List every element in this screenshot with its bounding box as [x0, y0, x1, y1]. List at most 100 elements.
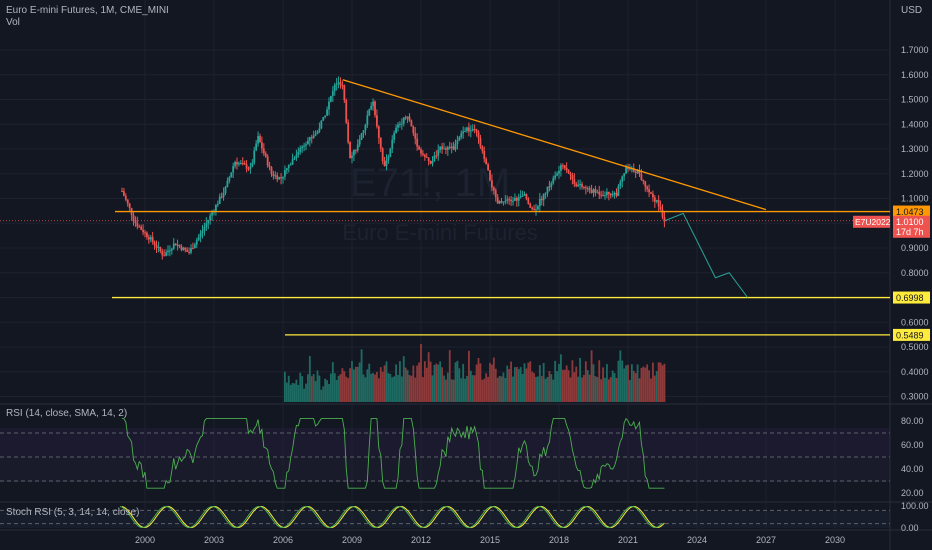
candle-body: [186, 249, 189, 252]
volume-bar: [353, 369, 355, 402]
candle-body: [293, 158, 296, 160]
candle-body: [159, 246, 162, 252]
candle-body: [600, 194, 603, 196]
candle-body: [650, 192, 652, 194]
candle-body: [542, 193, 545, 201]
candle-body: [241, 163, 244, 165]
candle-body: [659, 206, 662, 210]
volume-bar: [661, 365, 664, 402]
target1-price-label: 0.6998: [896, 293, 924, 303]
candle-body: [602, 194, 604, 196]
candle-body: [429, 160, 432, 164]
candle-body: [176, 244, 179, 246]
candle-body: [663, 216, 666, 222]
candle-body: [400, 123, 403, 125]
candle-body: [266, 156, 269, 166]
candle-body: [496, 197, 499, 204]
candle-body: [408, 116, 411, 121]
candle-body: [515, 197, 518, 201]
candle-body: [445, 148, 447, 150]
volume-bar: [466, 375, 468, 402]
volume-bar: [481, 379, 484, 402]
volume-bar: [366, 369, 369, 402]
volume-bar: [596, 377, 599, 402]
candle-body: [220, 196, 223, 198]
trendline[interactable]: [342, 79, 767, 211]
candle-body: [575, 184, 578, 187]
support-price-label: 1.0473: [896, 207, 924, 217]
candle-body: [247, 168, 250, 170]
candle-body: [573, 179, 576, 185]
volume-bar: [627, 364, 629, 402]
volume-bar: [303, 388, 305, 402]
candle-body: [278, 177, 281, 180]
volume-bar: [425, 367, 428, 402]
volume-bar: [567, 370, 570, 402]
volume-bar: [475, 364, 478, 402]
rsi-tick-label: 80.00: [901, 416, 924, 426]
volume-bar: [554, 360, 557, 402]
volume-bar: [383, 365, 386, 402]
candle-body: [353, 150, 355, 156]
candle-body: [477, 131, 480, 139]
volume-bar: [644, 367, 647, 402]
candle-body: [245, 164, 248, 169]
volume-bar: [337, 375, 340, 402]
candle-body: [322, 116, 325, 121]
candle-body: [370, 105, 373, 110]
candle-body: [272, 173, 275, 177]
volume-bar: [531, 371, 534, 402]
candle-body: [193, 244, 196, 249]
candle-body: [134, 219, 137, 223]
candle-body: [299, 148, 302, 152]
candle-body: [121, 191, 123, 193]
candle-body: [638, 170, 641, 175]
volume-bar: [448, 350, 451, 402]
volume-bar: [456, 360, 459, 402]
volume-bar: [420, 343, 422, 402]
candle-body: [655, 199, 658, 202]
time-tick-label: 2021: [618, 535, 638, 545]
price-tick-label: 1.1000: [901, 194, 929, 204]
volume-bar: [527, 362, 530, 402]
candle-body: [169, 250, 171, 252]
volume-bar: [330, 373, 332, 402]
volume-bar: [517, 369, 520, 402]
candle-body: [431, 160, 434, 164]
volume-bar: [575, 366, 578, 402]
volume-bar: [429, 361, 432, 402]
candle-body: [161, 251, 164, 256]
candle-body: [550, 183, 553, 188]
candle-body: [308, 137, 311, 141]
volume-bar: [397, 374, 399, 402]
candle-body: [144, 232, 146, 234]
volume-bar: [648, 370, 650, 402]
candle-body: [609, 194, 612, 196]
volume-bar: [561, 369, 564, 402]
volume-bar: [433, 364, 436, 402]
volume-bar: [362, 374, 365, 402]
volume-bar: [347, 377, 350, 402]
volume-bar: [607, 379, 610, 402]
volume-bar: [584, 361, 587, 402]
projection-path[interactable]: [664, 212, 749, 298]
candle-body: [489, 170, 491, 181]
volume-bar: [533, 373, 535, 402]
candle-body: [182, 247, 185, 250]
volume-bar: [458, 368, 461, 402]
candle-body: [583, 186, 585, 188]
volume-bar: [500, 376, 503, 402]
rsi-line[interactable]: [122, 417, 665, 489]
candle-body: [393, 133, 396, 140]
candle-body: [529, 203, 532, 208]
volume-bar: [291, 382, 294, 402]
stoch-k-line[interactable]: [119, 505, 663, 529]
volume-bar: [324, 378, 327, 402]
candle-body: [433, 155, 436, 161]
volume-bar: [460, 378, 463, 402]
volume-bar: [328, 383, 330, 402]
candle-body: [287, 165, 290, 169]
candle-body: [387, 156, 390, 161]
